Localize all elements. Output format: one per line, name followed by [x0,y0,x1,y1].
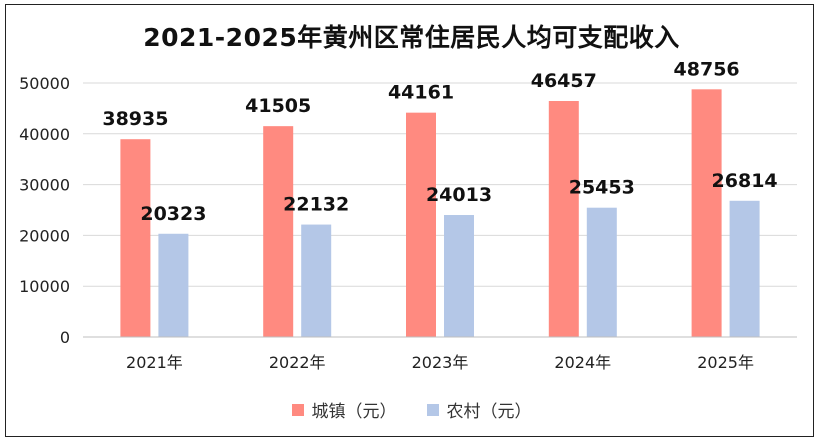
data-label: 20323 [140,203,206,225]
bar-rural [301,224,332,337]
bar-urban [120,139,151,337]
legend-item-urban: 城镇（元） [291,397,397,422]
legend-label-urban: 城镇（元） [311,402,397,422]
data-label: 22132 [283,194,349,216]
data-label: 26814 [712,170,778,192]
data-label: 38935 [102,108,168,130]
x-tick-label: 2023年 [412,353,469,372]
y-tick-label: 50000 [19,74,70,93]
y-tick-label: 0 [60,328,70,347]
y-tick-label: 20000 [19,226,70,245]
data-label: 48756 [674,58,740,80]
data-label: 24013 [426,184,492,206]
y-tick-label: 40000 [19,125,70,144]
data-label: 44161 [388,82,454,104]
bar-urban [406,112,436,338]
legend-swatch-rural [426,403,439,416]
x-tick-label: 2024年 [554,353,611,372]
chart-legend: 城镇（元） 农村（元） [0,397,823,422]
bar-rural [729,200,760,337]
data-label: 25453 [569,177,635,199]
legend-label-rural: 农村（元） [446,402,532,422]
x-tick-label: 2022年 [269,353,326,372]
data-label: 41505 [245,95,311,117]
bar-urban [263,126,294,337]
y-tick-label: 10000 [19,277,70,296]
bar-rural [444,215,474,337]
x-tick-label: 2021年 [126,353,183,372]
y-tick-label: 30000 [19,176,70,195]
chart-title: 2021-2025年黄州区常住居民人均可支配收入 [143,23,680,52]
bar-urban [548,100,579,337]
x-tick-label: 2025年 [697,353,754,372]
bar-rural [586,207,617,337]
legend-item-rural: 农村（元） [426,397,532,422]
data-label: 46457 [531,70,597,92]
legend-swatch-urban [291,403,304,416]
bar-rural [158,233,189,337]
bar-urban [691,89,722,337]
